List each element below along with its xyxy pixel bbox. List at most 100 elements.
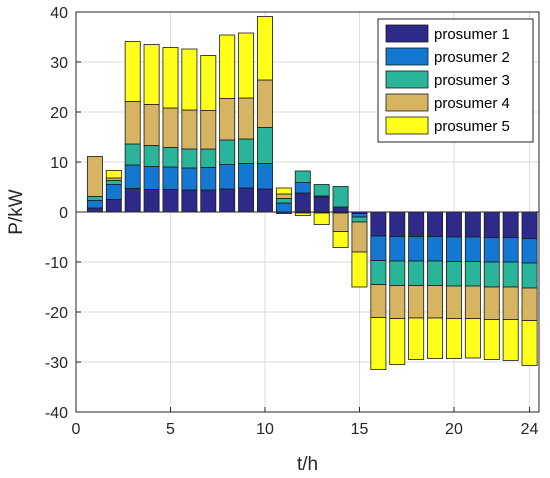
bar-segment-3: [200, 148, 217, 168]
bar-segment-2: [521, 238, 538, 264]
legend-swatch-3: [385, 70, 429, 89]
bar-segment-3: [351, 216, 368, 223]
bar-segment-4: [162, 107, 179, 148]
bar-segment-3: [408, 260, 425, 286]
bar-segment-2: [200, 167, 217, 191]
bar-segment-1: [483, 211, 500, 238]
legend-label-3: prosumer 3: [434, 72, 510, 89]
bar-segment-2: [427, 236, 444, 262]
bar-segment-5: [351, 251, 368, 288]
bar-segment-5: [313, 212, 330, 225]
bar-segment-5: [238, 32, 255, 99]
bar-segment-4: [143, 104, 160, 146]
bar-segment-5: [105, 170, 122, 179]
bar-segment-4: [502, 286, 519, 320]
bar-segment-4: [257, 79, 273, 128]
legend-label-5: prosumer 5: [434, 118, 510, 135]
bar-segment-3: [332, 186, 349, 208]
bar-segment-2: [124, 164, 141, 189]
bar-segment-3: [313, 184, 330, 197]
bar-segment-2: [483, 237, 500, 263]
tick-labels: 0 5 10 15 20 24 -40 -30 -20 -10 0 10 20 30 40: [45, 5, 539, 438]
bar-segment-2: [445, 236, 462, 262]
bar-segment-1: [408, 211, 425, 237]
bar-segment-2: [257, 163, 273, 190]
bar-segment-2: [502, 237, 519, 263]
bar-segment-1: [257, 188, 273, 213]
bar-segment-1: [521, 211, 538, 239]
y-tick-label: 40: [50, 5, 68, 22]
bar-segment-3: [219, 139, 236, 165]
legend-swatch-2: [385, 47, 429, 66]
bar-segment-3: [143, 145, 160, 167]
x-tick-label: 5: [166, 421, 175, 438]
bar-segment-1: [162, 189, 179, 213]
bar-segment-4: [389, 285, 406, 319]
bar-segment-3: [124, 143, 141, 166]
bar-segment-1: [445, 211, 462, 238]
bar-segment-1: [105, 199, 122, 213]
bar-segment-3: [521, 262, 538, 289]
bar-segment-3: [294, 170, 311, 183]
bar-segment-5: [124, 41, 141, 102]
bar-segment-5: [464, 318, 481, 359]
x-tick-label: 10: [256, 421, 274, 438]
bar-segment-1: [389, 211, 406, 237]
bar-segment-3: [427, 260, 444, 286]
bar-segment-4: [427, 285, 444, 319]
bar-segment-1: [332, 206, 349, 213]
bar-segment-3: [105, 180, 122, 185]
bar-segment-3: [238, 138, 255, 164]
bar-segment-1: [294, 192, 311, 213]
bar-segment-4: [238, 97, 255, 140]
bar-segment-3: [445, 261, 462, 287]
y-axis-title: P/kW: [6, 189, 27, 234]
bar-segment-1: [181, 189, 198, 213]
bar-segment-3: [389, 260, 406, 286]
bar-segment-5: [408, 317, 425, 360]
legend-swatch-1: [385, 24, 429, 43]
bar-segment-4: [332, 212, 349, 232]
bar-segment-4: [275, 193, 292, 199]
y-tick-label: -20: [45, 305, 68, 322]
bar-segment-3: [464, 261, 481, 287]
x-tick-label: 20: [445, 421, 463, 438]
bar-segment-1: [143, 189, 160, 213]
bar-segment-1: [313, 196, 330, 213]
y-tick-label: 20: [50, 105, 68, 122]
bar-segment-2: [351, 213, 368, 218]
bar-segment-1: [124, 188, 141, 213]
bar-segment-2: [464, 236, 481, 262]
y-tick-label: -10: [45, 255, 68, 272]
bar-segment-4: [521, 287, 538, 321]
y-tick-label: 10: [50, 155, 68, 172]
y-tick-label: 0: [59, 205, 68, 222]
bar-segment-5: [427, 317, 444, 359]
bar-segment-1: [464, 211, 481, 238]
bar-segment-2: [162, 166, 179, 190]
bar-segment-2: [408, 236, 425, 262]
bar-segment-4: [483, 286, 500, 320]
bar-segment-1: [86, 207, 103, 213]
bar-segment-2: [389, 236, 406, 262]
bar-segment-3: [483, 261, 500, 288]
bar-segment-4: [351, 221, 368, 253]
bar-segment-1: [427, 211, 444, 237]
legend-label-1: prosumer 1: [434, 26, 510, 43]
y-tick-label: -30: [45, 355, 68, 372]
x-tick-label: 15: [351, 421, 369, 438]
bar-segment-4: [408, 285, 425, 319]
bar-segment-5: [389, 318, 406, 365]
y-tick-label: -40: [45, 405, 68, 422]
bar-segment-2: [105, 184, 122, 200]
bar-segment-3: [162, 147, 179, 168]
bar-segment-2: [181, 167, 198, 191]
bar-segment-3: [181, 148, 198, 169]
bar-segment-1: [502, 211, 519, 238]
bar-segment-2: [370, 235, 387, 261]
x-tick-label: 0: [72, 421, 81, 438]
bar-segment-5: [200, 55, 217, 111]
bar-segment-5: [275, 187, 292, 195]
bar-segment-3: [257, 127, 273, 164]
